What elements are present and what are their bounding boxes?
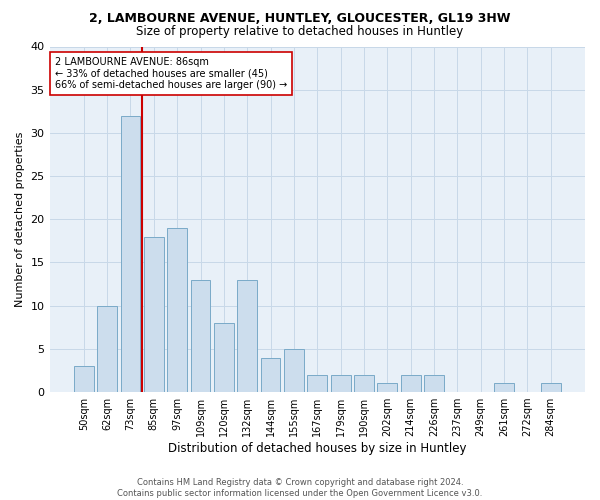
Bar [144, 236, 164, 392]
Text: 2, LAMBOURNE AVENUE, HUNTLEY, GLOUCESTER, GL19 3HW: 2, LAMBOURNE AVENUE, HUNTLEY, GLOUCESTER… [89, 12, 511, 26]
Bar [307, 375, 327, 392]
Text: Size of property relative to detached houses in Huntley: Size of property relative to detached ho… [136, 25, 464, 38]
Bar [494, 384, 514, 392]
Bar [541, 384, 560, 392]
Bar [167, 228, 187, 392]
Bar [74, 366, 94, 392]
Bar [191, 280, 211, 392]
Bar [238, 280, 257, 392]
Text: 2 LAMBOURNE AVENUE: 86sqm
← 33% of detached houses are smaller (45)
66% of semi-: 2 LAMBOURNE AVENUE: 86sqm ← 33% of detac… [55, 57, 287, 90]
Bar [401, 375, 421, 392]
Bar [121, 116, 140, 392]
Bar [97, 306, 117, 392]
Bar [260, 358, 280, 392]
Bar [354, 375, 374, 392]
Bar [331, 375, 350, 392]
Bar [214, 323, 234, 392]
Y-axis label: Number of detached properties: Number of detached properties [15, 132, 25, 307]
X-axis label: Distribution of detached houses by size in Huntley: Distribution of detached houses by size … [168, 442, 467, 455]
Bar [424, 375, 444, 392]
Bar [284, 349, 304, 392]
Bar [377, 384, 397, 392]
Text: Contains HM Land Registry data © Crown copyright and database right 2024.
Contai: Contains HM Land Registry data © Crown c… [118, 478, 482, 498]
